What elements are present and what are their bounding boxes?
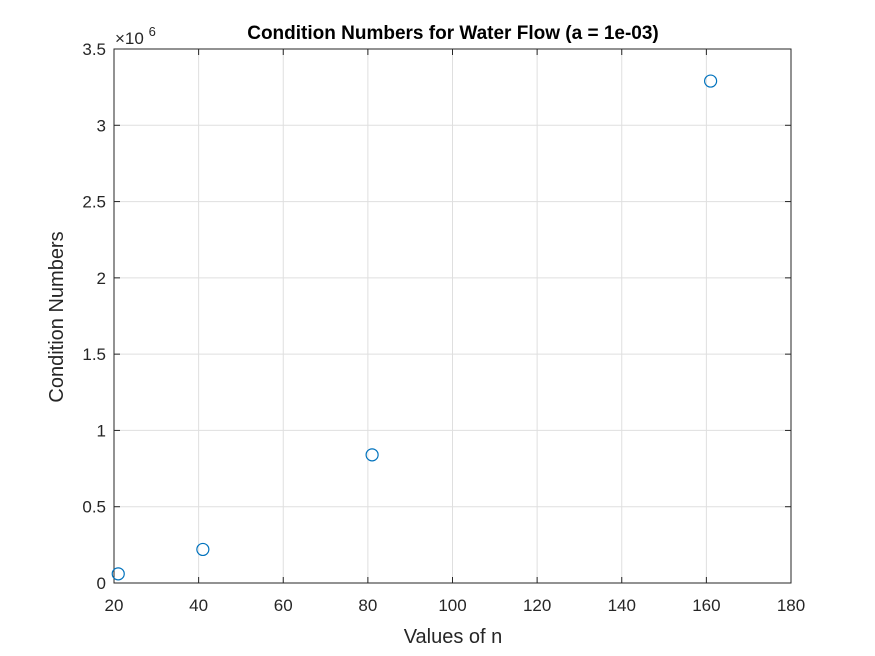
data-point	[196, 542, 210, 557]
y-tick-label: 2	[97, 269, 106, 288]
x-tick-label: 180	[777, 596, 805, 615]
x-tick-label: 160	[692, 596, 720, 615]
x-axis-label: Values of n	[404, 626, 503, 648]
x-tick-label: 140	[608, 596, 636, 615]
y-axis-multiplier: ×10 6	[115, 24, 156, 48]
y-tick-label: 3	[97, 116, 106, 135]
y-axis-multiplier-exponent: 6	[149, 24, 156, 39]
x-tick-label: 100	[438, 596, 466, 615]
data-points	[111, 74, 718, 581]
x-tick-label: 80	[358, 596, 377, 615]
y-tick-label: 0	[97, 574, 106, 593]
x-tick-label: 20	[105, 596, 124, 615]
y-tick-label: 1	[97, 421, 106, 440]
x-tick-label: 40	[189, 596, 208, 615]
y-axis-label: Condition Numbers	[46, 231, 68, 402]
x-tick-label: 60	[274, 596, 293, 615]
y-tick-label: 2.5	[82, 193, 106, 212]
y-tick-label: 1.5	[82, 345, 106, 364]
data-point	[111, 567, 125, 581]
data-point	[704, 74, 718, 88]
tick-layer: 20 40 60 80 100 120 140 160 180 0 0.5 1 1.5 2 2.5 3 3.5	[82, 40, 805, 615]
y-tick-label: 3.5	[82, 40, 106, 59]
x-tick-label: 120	[523, 596, 551, 615]
chart-title: Condition Numbers for Water Flow (a = 1e…	[247, 23, 659, 44]
y-tick-label: 0.5	[82, 498, 106, 517]
y-axis-multiplier-base: ×10	[115, 29, 144, 48]
data-point	[365, 448, 379, 462]
